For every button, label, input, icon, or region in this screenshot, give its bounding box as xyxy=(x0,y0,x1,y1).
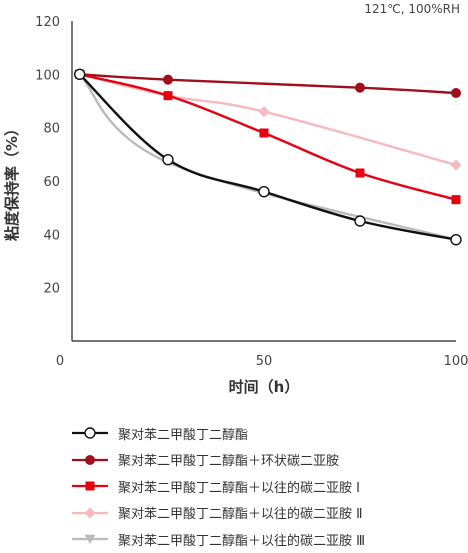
data-point-pbt-25 xyxy=(162,153,174,166)
series-pbt-cyclic-carbodiimide xyxy=(74,69,461,98)
legend-item-pbt: 聚对苯二甲酸丁二醇酯 xyxy=(70,420,365,447)
legend-swatch-pbt xyxy=(72,427,108,439)
legend-marker xyxy=(85,481,95,491)
series-line-pbt-carbodiimide-2 xyxy=(79,73,457,167)
y-tick-label-20: 20 xyxy=(43,282,60,297)
y-tick-label-40: 40 xyxy=(43,228,60,243)
series-pbt xyxy=(73,68,462,246)
data-point-pbt-carbodiimide-2-100 xyxy=(450,159,462,171)
y-tick-label-120: 120 xyxy=(35,15,60,30)
x-tick-label-50: 50 xyxy=(256,354,273,369)
legend-swatch-pbt-carbodiimide-3 xyxy=(72,534,108,545)
legend-label-pbt-carbodiimide-3: 聚对苯二甲酸丁二醇酯＋以往的碳二亚胺 Ⅲ xyxy=(118,533,366,549)
legend-label-pbt-cyclic-carbodiimide: 聚对苯二甲酸丁二醇酯＋环状碳二亚胺 xyxy=(118,454,340,470)
data-point-pbt-100 xyxy=(450,233,462,246)
data-point-pbt-cyclic-carbodiimide-75 xyxy=(355,82,365,93)
legend-item-pbt-carbodiimide-2: 聚对苯二甲酸丁二醇酯＋以往的碳二亚胺 Ⅱ xyxy=(70,500,365,527)
y-axis-title: 粘度保持率（%） xyxy=(3,121,21,241)
legend-label-pbt-carbodiimide-2: 聚对苯二甲酸丁二醇酯＋以往的碳二亚胺 Ⅱ xyxy=(118,507,363,523)
y-tick-label-100: 100 xyxy=(35,68,60,83)
data-point-pbt-carbodiimide-1-75 xyxy=(355,168,365,178)
legend-swatch-pbt-carbodiimide-1 xyxy=(72,481,108,491)
legend-marker xyxy=(84,507,96,519)
series-pbt-carbodiimide-3 xyxy=(74,69,457,241)
data-point-pbt-carbodiimide-2-50 xyxy=(258,106,270,118)
series-line-pbt xyxy=(78,73,457,241)
data-point-pbt-cyclic-carbodiimide-25 xyxy=(163,74,173,85)
legend-marker xyxy=(84,534,96,545)
legend-item-pbt-carbodiimide-1: 聚对苯二甲酸丁二醇酯＋以往的碳二亚胺 Ⅰ xyxy=(70,473,365,500)
legend-marker xyxy=(84,427,96,439)
condition-note: 121℃, 100%RH xyxy=(364,2,460,16)
y-tick-label-80: 80 xyxy=(43,122,60,137)
chart: 20 40 60 80 100 120 0 50 100 粘度保持率（%） 时间（h） 121… xyxy=(3,2,468,396)
series-line-pbt-carbodiimide-3 xyxy=(78,73,457,241)
data-point-pbt-50 xyxy=(258,185,270,198)
legend-swatch-pbt-cyclic-carbodiimide xyxy=(72,454,108,465)
x-axis-title: 时间（h） xyxy=(229,378,300,396)
y-tick-label-60: 60 xyxy=(43,175,60,190)
x-tick-label-100: 100 xyxy=(444,354,468,369)
data-point-pbt-carbodiimide-1-50 xyxy=(259,128,269,138)
legend-label-pbt-carbodiimide-1: 聚对苯二甲酸丁二醇酯＋以往的碳二亚胺 Ⅰ xyxy=(118,480,360,496)
data-point-pbt-carbodiimide-1-25 xyxy=(163,91,173,101)
legend-item-pbt-cyclic-carbodiimide: 聚对苯二甲酸丁二醇酯＋环状碳二亚胺 xyxy=(70,447,365,474)
x-tick-label-0: 0 xyxy=(56,354,64,369)
legend-item-pbt-carbodiimide-3: 聚对苯二甲酸丁二醇酯＋以往的碳二亚胺 Ⅲ xyxy=(70,526,365,553)
legend-swatch-pbt-carbodiimide-2 xyxy=(72,507,108,519)
data-point-pbt-carbodiimide-1-100 xyxy=(451,195,461,205)
legend-label-pbt: 聚对苯二甲酸丁二醇酯 xyxy=(118,427,249,443)
legend-marker xyxy=(85,454,95,465)
data-point-pbt-2 xyxy=(73,68,86,81)
data-point-pbt-cyclic-carbodiimide-100 xyxy=(451,88,461,98)
series-line-pbt-cyclic-carbodiimide xyxy=(79,73,457,95)
legend: 聚对苯二甲酸丁二醇酯 聚对苯二甲酸丁二醇酯＋环状碳二亚胺 聚对苯二甲酸丁二醇酯＋… xyxy=(70,420,365,553)
data-point-pbt-75 xyxy=(354,215,366,227)
